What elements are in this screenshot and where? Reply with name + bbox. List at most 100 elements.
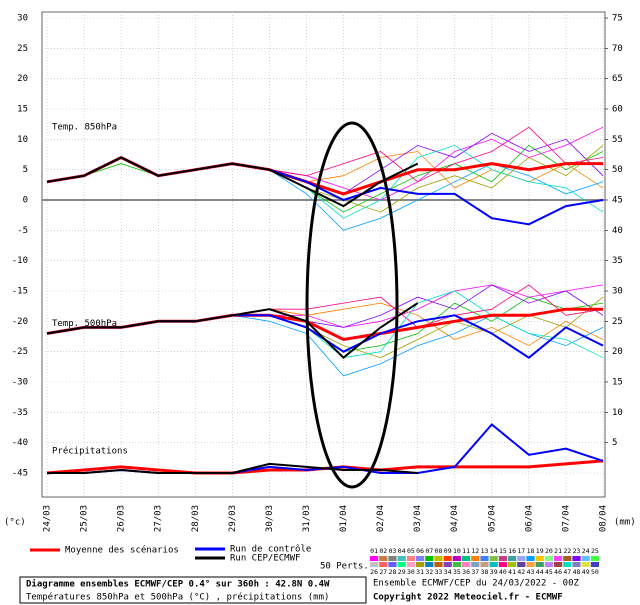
y2-tick-label: 45 (612, 196, 623, 206)
member-label: 25 (591, 547, 599, 555)
member-swatch (590, 562, 599, 567)
x-tick-label: 02/04 (376, 505, 386, 532)
x-tick-label: 01/04 (339, 505, 349, 532)
member-swatch (370, 562, 379, 567)
member-label: 29 (398, 568, 406, 576)
x-tick-label: 04/04 (450, 505, 460, 532)
member-label: 05 (407, 547, 415, 555)
member-label: 39 (490, 568, 498, 576)
member-label: 43 (527, 568, 535, 576)
member-swatch (563, 562, 572, 567)
member-label: 35 (453, 568, 461, 576)
member-label: 18 (527, 547, 535, 555)
member-swatch (388, 562, 397, 567)
y2-tick-label: 65 (612, 74, 623, 84)
x-tick-label: 06/04 (524, 505, 534, 532)
y-tick-label: -45 (12, 469, 28, 479)
x-tick-label: 08/04 (599, 505, 609, 532)
member-swatch (489, 556, 498, 561)
x-tick-label: 26/03 (117, 505, 127, 532)
member-swatch (434, 562, 443, 567)
member-label: 31 (416, 568, 424, 576)
member-label: 08 (435, 547, 443, 555)
y-tick-label: 25 (17, 44, 28, 54)
x-tick-label: 25/03 (80, 505, 90, 532)
member-swatch (517, 562, 526, 567)
member-label: 06 (416, 547, 424, 555)
y-tick-label: -20 (12, 317, 28, 327)
member-label: 19 (536, 547, 544, 555)
member-swatch (397, 556, 406, 561)
y-tick-label: -30 (12, 378, 28, 388)
y2-tick-label: 30 (612, 287, 623, 297)
member-swatch (554, 556, 563, 561)
y-tick-label: 20 (17, 74, 28, 84)
x-tick-label: 29/03 (228, 505, 238, 532)
member-label: 13 (481, 547, 489, 555)
plot-frame (41, 11, 606, 498)
annotation: Temp. 500hPa (52, 319, 117, 329)
member-label: 36 (462, 568, 470, 576)
member-swatch (397, 562, 406, 567)
member-swatch (498, 562, 507, 567)
member-label: 33 (435, 568, 443, 576)
y-tick-label: -35 (12, 408, 28, 418)
member-label: 49 (582, 568, 590, 576)
member-label: 27 (379, 568, 387, 576)
y-tick-label: -5 (17, 226, 28, 236)
member-swatch (480, 556, 489, 561)
lines (46, 126, 604, 475)
annotation: Temp. 850hPa (52, 122, 117, 132)
y-tick-label: 0 (23, 196, 28, 206)
member-label: 09 (444, 547, 452, 555)
member-swatch (526, 562, 535, 567)
member-label: 01 (370, 547, 378, 555)
member-swatch (443, 562, 452, 567)
run-info: Ensemble ECMWF/CEP du 24/03/2022 - 00Z (373, 579, 579, 589)
member-label: 16 (508, 547, 516, 555)
member-label: 20 (545, 547, 553, 555)
copyright: Copyright 2022 Meteociel.fr - ECMWF (373, 592, 563, 603)
grid (41, 11, 608, 498)
member-swatch (508, 556, 517, 561)
x-tick-label: 24/03 (43, 505, 53, 532)
member-swatch (572, 562, 581, 567)
member-label: 14 (490, 547, 498, 555)
member-label: 32 (425, 568, 433, 576)
y-axis-unit: (°c) (4, 518, 26, 528)
member-label: 17 (517, 547, 525, 555)
member-swatch (526, 556, 535, 561)
member-label: 15 (499, 547, 507, 555)
series-line (47, 462, 418, 474)
member-label: 42 (517, 568, 525, 576)
member-swatch (480, 562, 489, 567)
member-swatch (581, 556, 590, 561)
annotation: Précipitations (52, 446, 128, 457)
series-line (46, 302, 419, 360)
members-title: 50 Perts. (320, 562, 369, 572)
y2-tick-label: 15 (612, 378, 623, 388)
member-label: 28 (389, 568, 397, 576)
member-swatch (462, 562, 471, 567)
member-swatch (517, 556, 526, 561)
member-swatch (489, 562, 498, 567)
y2-tick-label: 20 (612, 347, 623, 357)
member-swatch (554, 562, 563, 567)
x-tick-label: 05/04 (487, 505, 497, 532)
y2-tick-label: 5 (612, 438, 617, 448)
member-label: 46 (554, 568, 562, 576)
member-swatch (425, 562, 434, 567)
y-tick-label: -25 (12, 347, 28, 357)
highlight-ellipse (305, 121, 399, 489)
y-tick-label: 10 (17, 135, 28, 145)
member-swatch (452, 562, 461, 567)
member-label: 37 (471, 568, 479, 576)
member-label: 12 (471, 547, 479, 555)
member-swatch (535, 556, 544, 561)
y2-tick-label: 35 (612, 256, 623, 266)
y2-tick-label: 25 (612, 317, 623, 327)
member-label: 11 (462, 547, 470, 555)
y2-tick-label: 55 (612, 135, 623, 145)
